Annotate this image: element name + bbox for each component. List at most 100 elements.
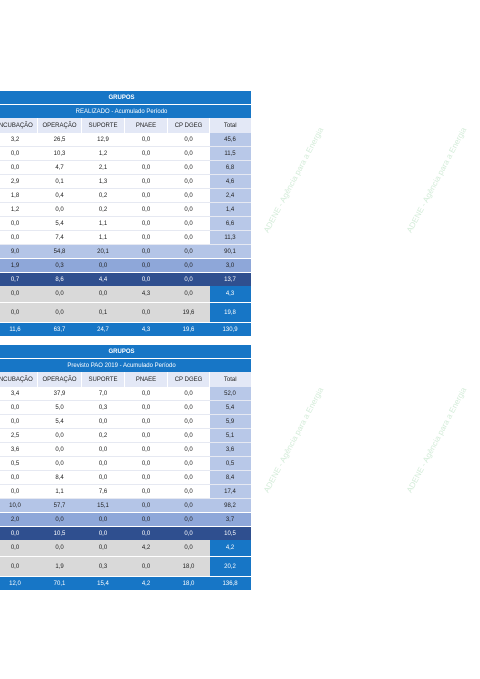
- value-cell: 0,0: [0, 146, 38, 161]
- value-cell: 0,0: [124, 470, 168, 485]
- total-cell: 8,4: [209, 470, 251, 485]
- value-cell: 0,0: [167, 244, 210, 259]
- table-row: 0,0 7,4 1,1 0,0 0,0 11,3: [0, 230, 251, 245]
- value-cell: 0,0: [81, 512, 125, 527]
- value-cell: 19,6: [167, 302, 210, 323]
- watermark-text: ADENE - Agência para a Energia: [262, 125, 326, 235]
- value-cell: 7,4: [37, 230, 82, 245]
- value-cell: 0,0: [167, 442, 210, 457]
- table-row: 3,4 37,9 7,0 0,0 0,0 52,0: [0, 387, 251, 401]
- col-header-cp-dgeg: CP DGEG: [167, 372, 210, 387]
- value-cell: 5,0: [37, 400, 82, 415]
- table-row: 3,6 0,0 0,0 0,0 0,0 3,6: [0, 442, 251, 457]
- table-subtitle: Previsto PAO 2019 - Acumulado Período: [0, 358, 251, 372]
- value-cell: 11,6: [0, 322, 38, 336]
- value-cell: 0,2: [81, 188, 125, 203]
- total-cell: 11,3: [209, 230, 251, 245]
- table-row: 0,0 0,0 0,1 0,0 19,6 19,8: [0, 302, 251, 323]
- value-cell: 0,0: [124, 512, 168, 527]
- value-cell: 1,8: [0, 188, 38, 203]
- value-cell: 4,2: [124, 576, 168, 590]
- value-cell: 0,4: [37, 188, 82, 203]
- watermark-text: ADENE - Agência para a Energia: [262, 385, 326, 495]
- value-cell: 0,0: [37, 442, 82, 457]
- value-cell: 4,7: [37, 160, 82, 175]
- value-cell: 0,0: [0, 286, 38, 303]
- value-cell: 0,0: [167, 174, 210, 189]
- col-header-incubacao: INCUBAÇÃO: [0, 118, 38, 133]
- total-cell: 6,8: [209, 160, 251, 175]
- table-row: 2,5 0,0 0,2 0,0 0,0 5,1: [0, 428, 251, 443]
- total-cell: 3,0: [209, 258, 251, 273]
- value-cell: 1,2: [81, 146, 125, 161]
- value-cell: 7,6: [81, 484, 125, 499]
- total-cell: 13,7: [209, 272, 251, 286]
- value-cell: 0,7: [0, 272, 38, 286]
- total-cell: 4,2: [209, 540, 251, 557]
- value-cell: 0,0: [0, 160, 38, 175]
- table-row: 9,0 54,8 20,1 0,0 0,0 90,1: [0, 244, 251, 259]
- value-cell: 2,1: [81, 160, 125, 175]
- value-cell: 0,0: [124, 442, 168, 457]
- value-cell: 0,0: [81, 414, 125, 429]
- table-row: 1,2 0,0 0,2 0,0 0,0 1,4: [0, 202, 251, 217]
- value-cell: 20,1: [81, 244, 125, 259]
- value-cell: 3,6: [0, 442, 38, 457]
- value-cell: 10,3: [37, 146, 82, 161]
- table-row: 0,0 10,5 0,0 0,0 0,0 10,5: [0, 526, 251, 540]
- value-cell: 0,0: [124, 258, 168, 273]
- value-cell: 0,0: [81, 456, 125, 471]
- total-cell: 5,1: [209, 428, 251, 443]
- value-cell: 0,0: [124, 556, 168, 577]
- value-cell: 0,0: [124, 160, 168, 175]
- value-cell: 0,0: [167, 498, 210, 513]
- value-cell: 18,0: [167, 556, 210, 577]
- value-cell: 4,2: [124, 540, 168, 557]
- total-cell: 4,3: [209, 286, 251, 303]
- col-header-total: Total: [208, 118, 251, 133]
- table-row: 11,6 63,7 24,7 4,3 19,6 130,9: [0, 322, 251, 336]
- value-cell: 0,0: [124, 133, 168, 147]
- table-row: 0,0 1,9 0,3 0,0 18,0 20,2: [0, 556, 251, 577]
- col-header-pnaee: PNAEE: [124, 118, 168, 133]
- value-cell: 0,0: [81, 470, 125, 485]
- value-cell: 0,0: [167, 230, 210, 245]
- value-cell: 0,1: [81, 302, 125, 323]
- value-cell: 0,0: [124, 387, 168, 401]
- col-header-total: Total: [208, 372, 251, 387]
- value-cell: 0,0: [167, 258, 210, 273]
- value-cell: 0,0: [167, 414, 210, 429]
- value-cell: 0,0: [37, 512, 82, 527]
- value-cell: 0,0: [37, 540, 82, 557]
- value-cell: 0,0: [0, 484, 38, 499]
- table-row: 2,0 0,0 0,0 0,0 0,0 3,7: [0, 512, 251, 527]
- table-row: 1,8 0,4 0,2 0,0 0,0 2,4: [0, 188, 251, 203]
- col-header-operacao: OPERAÇÃO: [37, 372, 82, 387]
- value-cell: 4,3: [124, 322, 168, 336]
- value-cell: 0,0: [167, 133, 210, 147]
- value-cell: 0,0: [167, 387, 210, 401]
- value-cell: 15,4: [81, 576, 125, 590]
- value-cell: 0,0: [167, 160, 210, 175]
- total-cell: 17,4: [209, 484, 251, 499]
- value-cell: 0,0: [81, 286, 125, 303]
- value-cell: 0,0: [167, 526, 210, 540]
- value-cell: 0,0: [124, 526, 168, 540]
- value-cell: 0,3: [81, 400, 125, 415]
- value-cell: 0,0: [124, 400, 168, 415]
- value-cell: 0,0: [124, 428, 168, 443]
- value-cell: 0,0: [124, 230, 168, 245]
- value-cell: 0,0: [124, 456, 168, 471]
- value-cell: 0,0: [81, 442, 125, 457]
- value-cell: 8,4: [37, 470, 82, 485]
- total-cell: 136,8: [209, 576, 251, 590]
- value-cell: 0,0: [167, 512, 210, 527]
- total-cell: 19,8: [209, 302, 251, 323]
- value-cell: 0,0: [0, 400, 38, 415]
- table-row: 0,0 4,7 2,1 0,0 0,0 6,8: [0, 160, 251, 175]
- value-cell: 0,0: [0, 556, 38, 577]
- value-cell: 0,0: [124, 272, 168, 286]
- value-cell: 0,0: [167, 484, 210, 499]
- total-cell: 2,4: [209, 188, 251, 203]
- value-cell: 0,0: [0, 540, 38, 557]
